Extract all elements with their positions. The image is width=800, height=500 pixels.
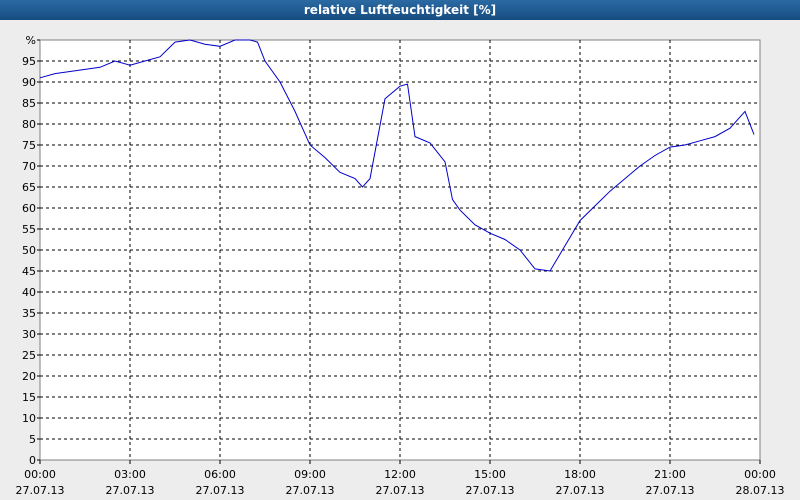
x-tick-label-line: 27.07.13 — [376, 484, 425, 497]
x-tick-label: 09:00 27.07.13 — [286, 468, 335, 497]
x-tick-label-line: 28.07.13 — [736, 484, 785, 497]
x-tick-label: 06:00 27.07.13 — [196, 468, 245, 497]
y-tick-label: 0 — [29, 454, 36, 467]
y-tick-label: 5 — [29, 433, 36, 446]
x-tick-label: 21:00 27.07.13 — [646, 468, 695, 497]
y-tick-label: 30 — [22, 328, 36, 341]
y-tick-label: 15 — [22, 391, 36, 404]
x-tick-label-line: 27.07.13 — [16, 484, 65, 497]
x-tick-label: 18:00 27.07.13 — [556, 468, 605, 497]
x-tick-label-line: 18:00 — [564, 468, 596, 481]
y-tick-label: 85 — [22, 97, 36, 110]
x-tick-label-line: 00:00 — [744, 468, 776, 481]
y-tick-label: 95 — [22, 55, 36, 68]
x-tick-label-line: 27.07.13 — [286, 484, 335, 497]
chart-title: relative Luftfeuchtigkeit [%] — [304, 3, 496, 17]
y-tick-label: 80 — [22, 118, 36, 131]
y-tick-label: 70 — [22, 160, 36, 173]
y-tick-label: 35 — [22, 307, 36, 320]
title-bar — [0, 0, 800, 20]
x-tick-label: 00:00 27.07.13 — [16, 468, 65, 497]
x-tick-label: 03:00 27.07.13 — [106, 468, 155, 497]
y-tick-label: 60 — [22, 202, 36, 215]
x-tick-label: 15:00 27.07.13 — [466, 468, 515, 497]
x-tick-label-line: 00:00 — [24, 468, 56, 481]
y-tick-label: 10 — [22, 412, 36, 425]
y-tick-label: 75 — [22, 139, 36, 152]
x-tick-label-line: 27.07.13 — [196, 484, 245, 497]
y-tick-label: 25 — [22, 349, 36, 362]
y-tick-label: 40 — [22, 286, 36, 299]
y-tick-label: 50 — [22, 244, 36, 257]
x-tick-label-line: 15:00 — [474, 468, 506, 481]
x-tick-label-line: 27.07.13 — [466, 484, 515, 497]
x-tick-label: 12:00 27.07.13 — [376, 468, 425, 497]
x-tick-label: 00:00 28.07.13 — [736, 468, 785, 497]
x-tick-label-line: 12:00 — [384, 468, 416, 481]
x-tick-label-line: 27.07.13 — [646, 484, 695, 497]
x-tick-label-line: 03:00 — [114, 468, 146, 481]
y-tick-label: 90 — [22, 76, 36, 89]
x-tick-label-line: 27.07.13 — [106, 484, 155, 497]
y-tick-label: 65 — [22, 181, 36, 194]
x-tick-label-line: 06:00 — [204, 468, 236, 481]
y-tick-label: 45 — [22, 265, 36, 278]
data-line — [39, 39, 755, 272]
y-tick-label: % — [26, 34, 36, 47]
y-tick-label: 20 — [22, 370, 36, 383]
x-tick-label-line: 27.07.13 — [556, 484, 605, 497]
x-tick-label-line: 21:00 — [654, 468, 686, 481]
x-tick-label-line: 09:00 — [294, 468, 326, 481]
y-tick-label: 55 — [22, 223, 36, 236]
